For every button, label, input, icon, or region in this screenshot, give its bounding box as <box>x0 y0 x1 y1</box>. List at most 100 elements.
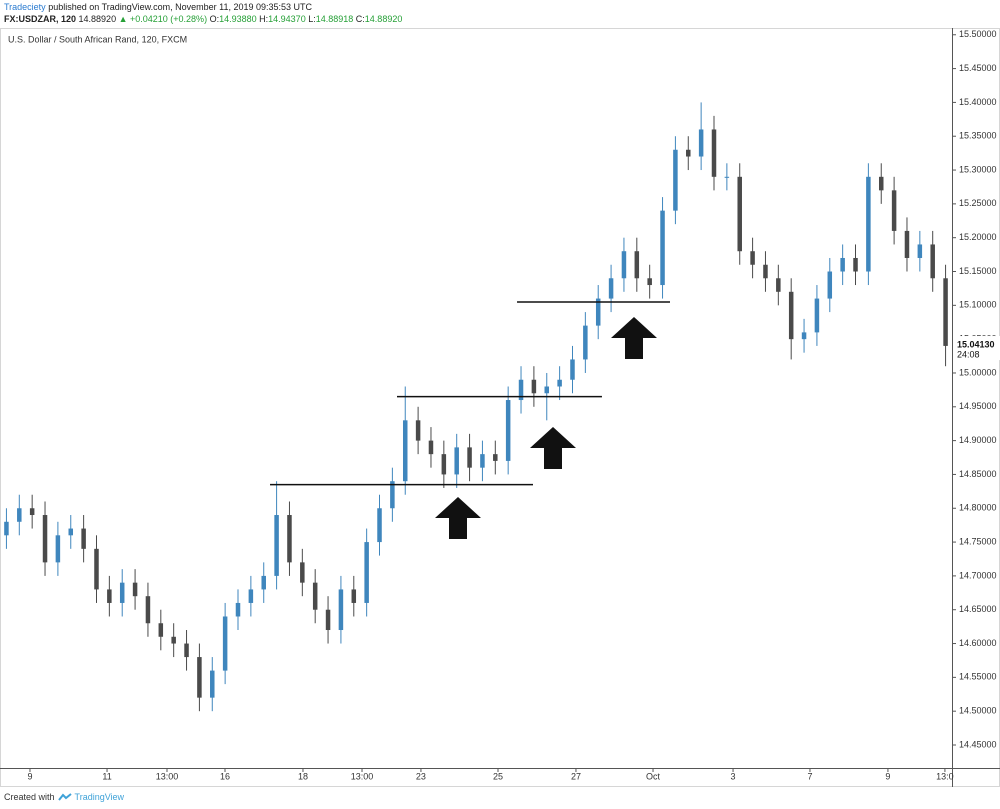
published-info: published on TradingView.com, November 1… <box>48 2 313 12</box>
candle-body <box>904 230 910 258</box>
candle-body <box>197 657 202 698</box>
candle-body <box>235 602 241 617</box>
ohlc-key: L: <box>308 14 316 24</box>
candle-body <box>287 515 292 563</box>
chart-title: U.S. Dollar / South African Rand, 120, F… <box>8 34 187 44</box>
candle-body <box>698 129 704 157</box>
candle-body <box>248 589 254 603</box>
ohlc-value: 14.93880 <box>219 14 257 24</box>
candle-body <box>737 176 742 252</box>
author[interactable]: Tradeciety <box>4 2 46 12</box>
candle-body <box>300 562 305 583</box>
candle-body <box>917 244 923 258</box>
x-tick-label: 23 <box>416 771 426 781</box>
candle-body <box>119 582 125 603</box>
candle-body <box>402 420 408 482</box>
candle-body <box>184 643 189 658</box>
change: ▲ +0.04210 (+0.28%) <box>118 14 208 24</box>
x-tick-label: 27 <box>571 771 581 781</box>
x-tick-label: 16 <box>220 771 230 781</box>
candle-body <box>531 379 537 394</box>
y-tick-label: 14.50000 <box>959 706 997 716</box>
candle-body <box>814 298 820 333</box>
candle-body <box>454 447 459 475</box>
candle-body <box>686 149 691 157</box>
candle-body <box>750 251 755 265</box>
x-tick-label: 3 <box>731 771 736 781</box>
price-tag <box>953 336 1000 361</box>
y-tick-label: 15.50000 <box>959 29 997 39</box>
candle-body <box>364 542 369 603</box>
x-tick-label: 25 <box>493 771 503 781</box>
up-arrow <box>435 497 481 539</box>
candle-body <box>763 264 768 279</box>
candle-body <box>107 589 112 603</box>
y-tick-label: 15.45000 <box>959 63 997 73</box>
y-tick-label: 14.70000 <box>959 570 997 580</box>
y-tick-label: 15.10000 <box>959 300 997 310</box>
candle-body <box>776 278 781 292</box>
symbol: FX:USDZAR, 120 <box>4 14 77 24</box>
candle-body <box>274 515 279 576</box>
candle-body <box>518 379 524 401</box>
ohlc-key: O: <box>209 14 220 24</box>
candle-body <box>351 589 357 603</box>
candle-body <box>428 440 434 455</box>
y-tick-label: 15.20000 <box>959 232 997 242</box>
candle-body <box>634 251 640 279</box>
candle-body <box>480 454 485 468</box>
brand[interactable]: TradingView <box>74 792 125 802</box>
candle-body <box>621 251 627 279</box>
y-tick-label: 14.45000 <box>959 739 997 749</box>
x-tick-label: Oct <box>646 771 661 781</box>
y-tick-label: 14.95000 <box>959 401 997 411</box>
last-price: 14.88920 <box>78 14 117 24</box>
x-tick-label: 13:00 <box>351 771 374 781</box>
x-tick-label: 7 <box>807 771 812 781</box>
candle-body <box>68 528 74 536</box>
candle-body <box>81 528 86 549</box>
y-tick-label: 14.75000 <box>959 536 997 546</box>
y-tick-label: 15.40000 <box>959 97 997 107</box>
chart-frame <box>0 28 1000 787</box>
ohlc-value: 14.88918 <box>315 14 354 24</box>
candle-body <box>132 582 138 597</box>
y-tick-label: 14.85000 <box>959 469 997 479</box>
candle-body <box>338 589 344 631</box>
y-tick-label: 14.90000 <box>959 435 997 445</box>
ohlc-value: 14.88920 <box>364 14 403 24</box>
ohlc-key: C: <box>355 14 365 24</box>
candle-body <box>505 400 511 461</box>
candle-body <box>4 521 9 536</box>
chart: U.S. Dollar / South African Rand, 120, F… <box>0 28 1000 787</box>
footer: Created with TradingView <box>4 792 124 802</box>
candle-body <box>801 332 807 340</box>
up-arrow <box>611 317 657 359</box>
y-tick-label: 15.25000 <box>959 198 997 208</box>
y-tick-label: 15.15000 <box>959 266 997 276</box>
x-tick-label: 13:00 <box>156 771 179 781</box>
candle-body <box>17 508 22 522</box>
candle-body <box>390 481 395 509</box>
x-tick-label: 18 <box>298 771 308 781</box>
x-tick-label: 11 <box>102 771 111 781</box>
candle-body <box>145 596 151 624</box>
y-tick-label: 14.80000 <box>959 503 997 513</box>
candle-body <box>222 616 228 671</box>
candle-body <box>647 278 652 286</box>
x-tick-label: 13:0 <box>936 771 954 781</box>
candle-body <box>673 149 678 211</box>
candle-body <box>312 582 318 610</box>
y-tick-label: 15.30000 <box>959 164 997 174</box>
price-tag-label: 15.04130 <box>957 339 995 349</box>
candle-body <box>210 670 215 698</box>
candle-body <box>325 609 331 631</box>
candle-body <box>544 386 550 394</box>
candle-body <box>827 271 833 299</box>
candle-body <box>94 548 99 590</box>
created-with: Created with <box>4 792 55 802</box>
quote-line: FX:USDZAR, 120 14.88920 ▲ +0.04210 (+0.2… <box>4 14 402 24</box>
y-tick-label: 15.00000 <box>959 367 997 377</box>
x-tick-label: 9 <box>885 771 890 781</box>
candle-body <box>930 244 935 279</box>
